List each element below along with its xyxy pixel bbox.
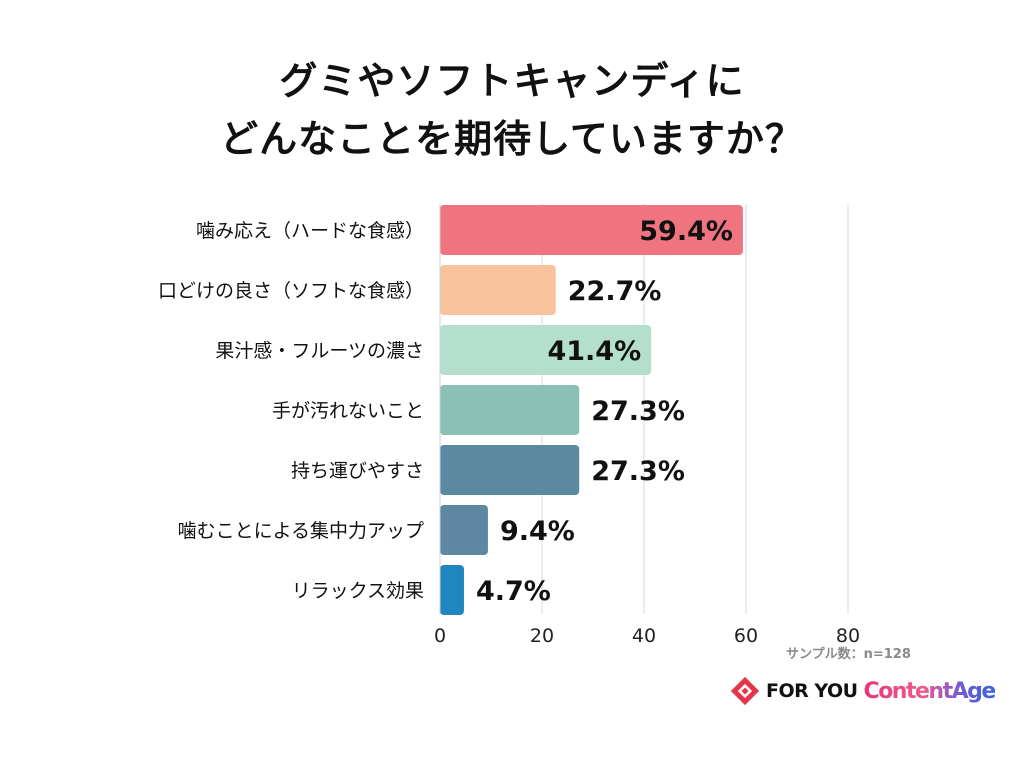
chart-title-line-1: グミやソフトキャンディに bbox=[279, 59, 745, 103]
category-label: 口どけの良さ（ソフトな食感） bbox=[158, 280, 424, 302]
data-label: 27.3% bbox=[591, 456, 685, 487]
category-label: 手が汚れないこと bbox=[272, 400, 424, 422]
category-label: 噛むことによる集中力アップ bbox=[178, 520, 424, 542]
bar bbox=[440, 265, 556, 315]
category-label: 噛み応え（ハードな食感） bbox=[196, 220, 424, 242]
sample-size-note: サンプル数：n=128 bbox=[786, 647, 911, 662]
category-label: 持ち運びやすさ bbox=[291, 460, 424, 482]
x-tick-label: 20 bbox=[530, 625, 554, 647]
bar bbox=[440, 325, 652, 375]
category-label: 果汁感・フルーツの濃さ bbox=[215, 340, 424, 362]
brand-logos: FOR YOU ContentAge bbox=[730, 674, 997, 708]
chart-title-line-2: どんなことを期待していますか？ bbox=[220, 117, 804, 161]
data-label: 22.7% bbox=[568, 276, 662, 307]
data-label: 9.4% bbox=[500, 516, 575, 547]
foryou-logo-text: FOR YOU bbox=[766, 680, 858, 702]
bar bbox=[440, 505, 488, 555]
contentage-logo-text: ContentAge bbox=[863, 678, 997, 704]
bar bbox=[440, 565, 464, 615]
chart-title: グミやソフトキャンディに どんなことを期待していますか？ bbox=[0, 52, 1024, 168]
foryou-diamond-logo-icon bbox=[730, 676, 760, 706]
bar bbox=[440, 445, 580, 495]
x-tick-label: 80 bbox=[836, 625, 860, 647]
x-tick-label: 0 bbox=[434, 625, 446, 647]
x-tick-label: 60 bbox=[734, 625, 758, 647]
data-label: 4.7% bbox=[476, 576, 551, 607]
data-label: 27.3% bbox=[591, 396, 685, 427]
data-label: 59.4% bbox=[639, 216, 733, 247]
category-label: リラックス効果 bbox=[292, 580, 424, 602]
bar bbox=[440, 385, 580, 435]
x-tick-label: 40 bbox=[632, 625, 656, 647]
bar bbox=[440, 205, 743, 255]
data-label: 41.4% bbox=[547, 336, 641, 367]
